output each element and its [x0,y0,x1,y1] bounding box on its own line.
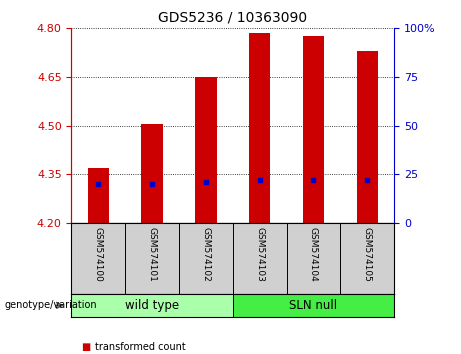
Bar [233,294,394,317]
Text: GSM574104: GSM574104 [309,227,318,281]
Text: ■: ■ [81,342,90,352]
Text: GSM574100: GSM574100 [94,227,103,281]
Bar [142,124,163,223]
Text: SLN null: SLN null [290,299,337,312]
Text: GSM574102: GSM574102 [201,227,210,281]
Bar [88,168,109,223]
Bar [356,51,378,223]
Bar [195,77,217,223]
Text: GSM574103: GSM574103 [255,227,264,281]
Bar [71,294,233,317]
Title: GDS5236 / 10363090: GDS5236 / 10363090 [158,10,307,24]
Text: transformed count: transformed count [95,342,185,352]
Bar [303,36,324,223]
Text: wild type: wild type [125,299,179,312]
Bar [249,33,271,223]
Text: GSM574101: GSM574101 [148,227,157,281]
Text: GSM574105: GSM574105 [363,227,372,281]
Text: genotype/variation: genotype/variation [5,300,97,310]
